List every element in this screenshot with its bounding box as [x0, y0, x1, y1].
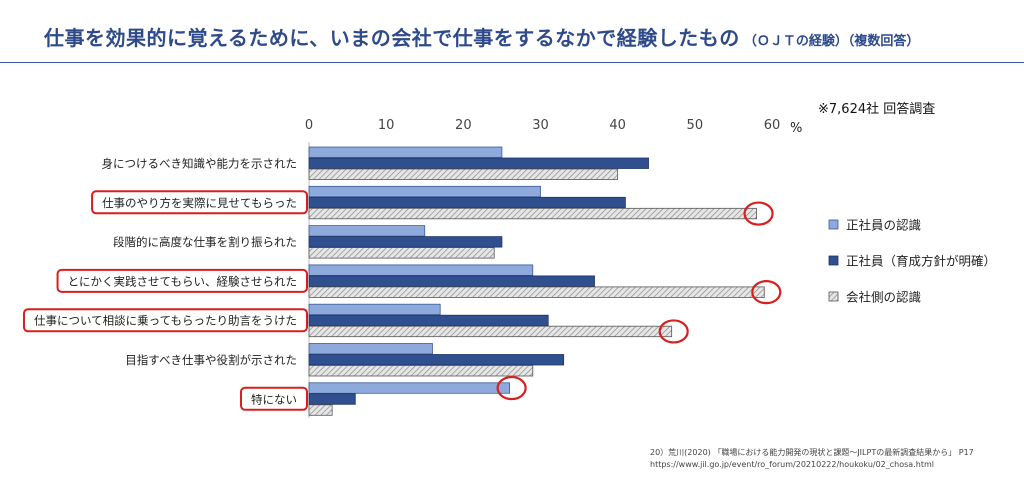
bar-series-3: [308, 404, 333, 416]
category-label: 目指すべき仕事や役割が示された: [125, 353, 297, 367]
category-label: 仕事について相談に乗ってもらったり助言をうけた: [34, 314, 297, 328]
category-label: 仕事のやり方を実際に見せてもらった: [102, 196, 297, 210]
legend-label-2: 正社員（育成方針が明確）: [846, 254, 996, 269]
x-unit-label: %: [790, 121, 802, 136]
category-labels: 身につけるべき知識や能力を示された仕事のやり方を実際に見せてもらった段階的に高度…: [34, 157, 297, 407]
bar-highlight-circle: [658, 319, 689, 344]
legend-label-3: 会社側の認識: [846, 290, 921, 305]
bar-highlight-circle: [496, 375, 527, 401]
category-label: 段階的に高度な仕事を割り振られた: [113, 235, 297, 249]
source-line-1: 20）荒川(2020) 「職場における能力開発の現状と課題～JILPTの最新調査…: [650, 448, 974, 457]
sample-note: ※7,624社 回答調査: [818, 102, 936, 117]
highlight-marks: [22, 190, 782, 411]
category-highlight-box: [56, 268, 308, 293]
category-label: 身につけるべき知識や能力を示された: [102, 157, 298, 171]
bar-series-1: [308, 225, 426, 237]
bar-series-2: [308, 393, 356, 405]
bar-highlight-circle: [743, 201, 774, 226]
bar-series-3: [308, 207, 757, 220]
source-line-2: https://www.jil.go.jp/event/ro_forum/202…: [650, 460, 934, 469]
legend-label-1: 正社員の認識: [846, 218, 921, 233]
category-highlight-box: [22, 308, 308, 333]
x-tick-label: 50: [687, 118, 704, 133]
source-citation: 20）荒川(2020) 「職場における能力開発の現状と課題～JILPTの最新調査…: [650, 447, 974, 471]
page-title-main: 仕事を効果的に覚えるために、いまの会社で仕事をするなかで経験したもの: [44, 26, 740, 50]
bar-series-2: [308, 236, 503, 248]
bar-series-2: [308, 275, 595, 287]
x-tick-label: 10: [378, 118, 395, 133]
bar-series-1: [308, 146, 503, 158]
x-tick-label: 30: [532, 118, 549, 133]
page-title-sub: （ＯＪＴの経験）（複数回答）: [743, 34, 920, 49]
bar-series-3: [308, 365, 534, 377]
bars-layer: [308, 146, 765, 416]
legend-swatch-2: [828, 255, 839, 266]
bar-series-3: [308, 286, 765, 298]
bar-series-2: [308, 196, 626, 209]
x-tick-label: 0: [305, 118, 313, 133]
bar-series-2: [308, 157, 649, 169]
legend-swatch-3: [828, 291, 839, 302]
bar-series-3: [308, 168, 619, 180]
page-title: 仕事を効果的に覚えるために、いまの会社で仕事をするなかで経験したもの （ＯＪＴの経…: [44, 22, 919, 51]
bar-series-3: [308, 325, 673, 338]
x-tick-label: 20: [455, 118, 472, 133]
bar-series-1: [308, 303, 441, 316]
category-label: 特にない: [251, 392, 297, 406]
bar-series-1: [308, 185, 541, 198]
bar-series-1: [308, 264, 534, 276]
x-tick-label: 40: [609, 118, 626, 133]
category-label: とにかく実践させてもらい、経験させられた: [68, 274, 297, 288]
category-highlight-box: [240, 386, 308, 411]
bar-series-1: [308, 382, 511, 394]
bar-series-2: [308, 314, 549, 327]
bar-highlight-circle: [751, 280, 782, 305]
category-highlight-box: [91, 190, 308, 215]
bar-series-2: [308, 354, 565, 366]
bar-series-1: [308, 343, 433, 355]
x-tick-label: 60: [764, 118, 781, 133]
bar-series-3: [308, 247, 495, 259]
title-underline: [0, 62, 1024, 63]
legend-swatch-1: [828, 219, 839, 230]
axis-layer: 0 10 20 30 40 50 60%: [305, 118, 802, 418]
